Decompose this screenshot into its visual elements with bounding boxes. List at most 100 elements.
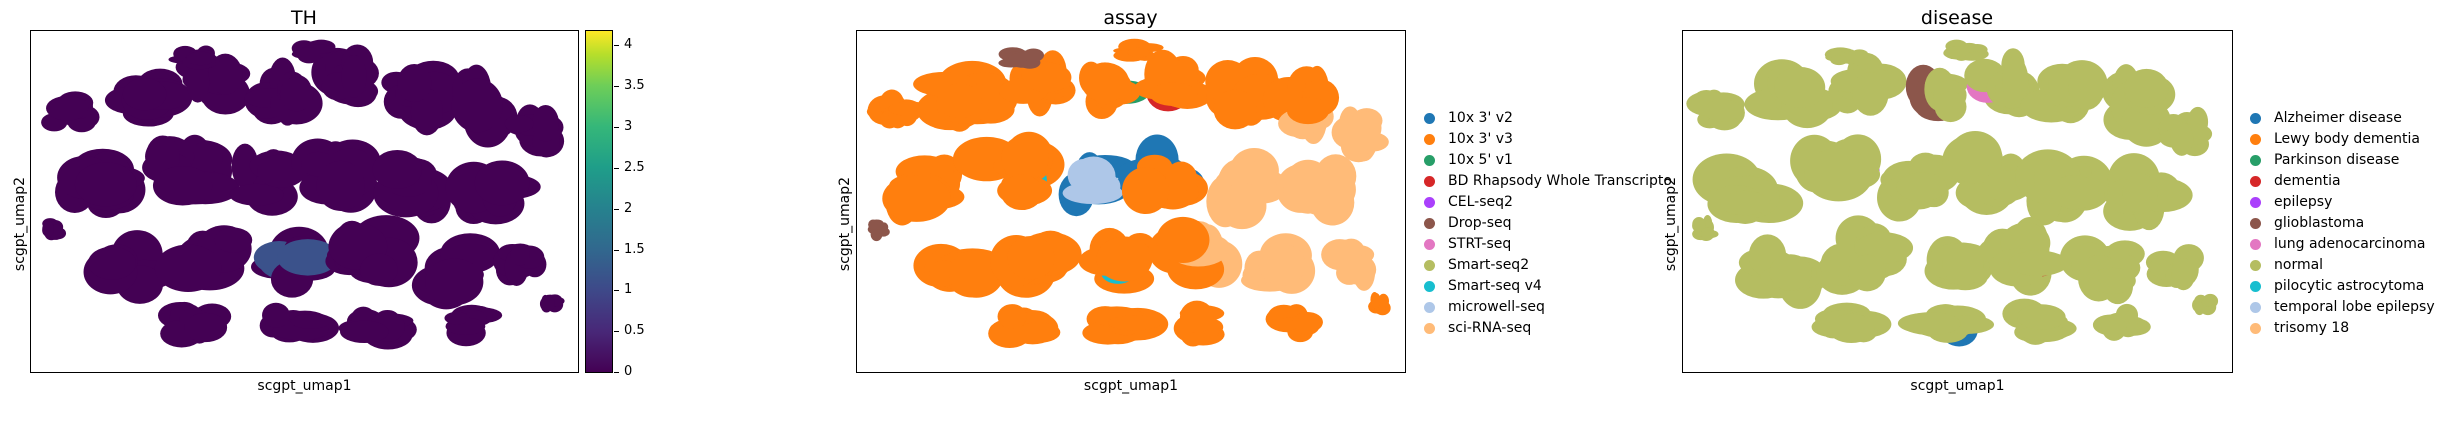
cell-cluster-blob (2017, 304, 2066, 330)
legend-label: lung adenocarcinoma (2274, 236, 2426, 252)
legend-label: temporal lobe epilepsy (2274, 299, 2435, 315)
cell-cluster-blob (1852, 72, 1889, 116)
cell-cluster-blob (1258, 243, 1306, 286)
cell-cluster-blob (340, 320, 389, 344)
legend-label: 10x 5' v1 (1448, 152, 1513, 168)
cell-cluster-blob (1965, 51, 1985, 60)
cell-cluster-blob (444, 311, 470, 325)
cell-cluster-blob (1067, 158, 1100, 192)
legend-marker (1424, 302, 1435, 313)
cell-cluster-blob (1286, 97, 1330, 125)
cell-cluster-blob (372, 149, 422, 189)
cell-cluster-blob (451, 78, 503, 133)
scatter-disease (1686, 39, 2219, 347)
legend-marker (1424, 260, 1435, 271)
cell-cluster-blob (1022, 48, 1044, 62)
colorbar-tick-label: 1 (613, 282, 633, 298)
y-axis-label-disease: scgpt_umap2 (1663, 176, 1679, 272)
legend-marker (1424, 155, 1435, 166)
cell-cluster-blob (46, 95, 89, 121)
panel-title-th: TH (291, 7, 317, 29)
cell-cluster-blob (532, 104, 559, 142)
colorbar-tick-label: 0 (613, 364, 633, 379)
cell-cluster-blob (1900, 312, 1961, 336)
cell-cluster-blob (74, 162, 137, 207)
legend-label: STRT-seq (1448, 236, 1512, 252)
legend-label: Smart-seq v4 (1448, 278, 1542, 294)
cell-cluster-blob (1830, 54, 1848, 66)
cell-cluster-blob (122, 78, 167, 111)
legend-marker (2250, 134, 2261, 145)
plot-area-disease (1682, 30, 2233, 373)
cell-cluster-blob (2101, 315, 2127, 341)
legend-marker (1424, 176, 1435, 187)
cell-cluster-blob (1720, 190, 1770, 216)
legend-label: glioblastoma (2274, 215, 2365, 231)
colorbar-ticks: 0 0.5 1 1.5 2 2.5 3 3.5 4 (613, 30, 664, 379)
legend-label: pilocytic astrocytoma (2274, 278, 2425, 294)
legend-label: Parkinson disease (2274, 152, 2400, 168)
cell-cluster-blob (1934, 91, 1967, 123)
cell-cluster-blob (868, 219, 878, 230)
legend-label: Drop-seq (1448, 215, 1512, 231)
y-axis-label-th: scgpt_umap2 (12, 176, 28, 272)
legend-marker (2250, 176, 2261, 187)
colorbar-tick-label: 4 (613, 37, 633, 53)
cell-cluster-blob (2170, 122, 2194, 156)
scatter-th (41, 39, 565, 350)
cell-cluster-blob (1165, 161, 1197, 192)
legend-marker (1424, 134, 1435, 145)
cell-cluster-blob (1804, 147, 1873, 202)
cell-cluster-blob (1896, 172, 1947, 202)
cell-cluster-blob (2171, 258, 2196, 291)
cell-cluster-blob (1121, 167, 1170, 215)
colorbar (585, 30, 613, 373)
legend-label: 10x 3' v2 (1448, 110, 1513, 126)
cell-cluster-blob (1692, 217, 1706, 232)
cell-cluster-blob (1179, 300, 1214, 334)
cell-cluster-blob (279, 76, 314, 112)
legend-marker (2250, 155, 2261, 166)
cell-cluster-blob (359, 253, 398, 286)
x-axis-label-disease: scgpt_umap1 (1910, 378, 2005, 394)
cell-cluster-blob (1017, 322, 1061, 343)
x-axis-label-assay: scgpt_umap1 (1083, 378, 1179, 394)
legend-label: Alzheimer disease (2274, 110, 2402, 126)
cell-cluster-blob (2201, 298, 2214, 307)
cell-cluster-blob (316, 160, 365, 211)
cell-cluster-blob (1701, 227, 1715, 240)
cell-cluster-blob (1703, 99, 1743, 122)
colorbar-tick-label: 2.5 (614, 159, 645, 175)
cell-cluster-blob (1315, 154, 1357, 198)
cell-cluster-blob (936, 83, 983, 119)
legend-marker (1424, 113, 1435, 124)
cell-cluster-blob (510, 244, 530, 266)
cell-cluster-blob (290, 313, 331, 329)
cell-cluster-blob (1349, 127, 1378, 154)
legend-label: sci-RNA-seq (1448, 320, 1532, 336)
colorbar-tick-label: 0.5 (614, 323, 645, 339)
legend-marker (1424, 281, 1435, 292)
cell-cluster-blob (504, 115, 534, 133)
cell-cluster-blob (2122, 173, 2158, 214)
colorbar-tick-label: 3 (613, 119, 633, 134)
cell-cluster-blob (2002, 56, 2029, 105)
cell-cluster-blob (1353, 254, 1376, 291)
legend-marker (2250, 281, 2261, 292)
cell-cluster-blob (214, 227, 253, 253)
plot-area-th (30, 30, 579, 373)
legend-label: epilepsy (2274, 194, 2333, 210)
cell-cluster-blob (1942, 242, 1984, 286)
cell-cluster-blob (2068, 65, 2105, 110)
legend-label: microwell-seq (1448, 299, 1545, 315)
cell-cluster-blob (2124, 68, 2169, 108)
cell-cluster-blob (539, 296, 555, 312)
legend-label: BD Rhapsody Whole Transcripto (1448, 173, 1672, 189)
cell-cluster-blob (1096, 236, 1153, 282)
cell-cluster-blob (1769, 254, 1812, 291)
cell-cluster-blob (152, 166, 213, 206)
colorbar-tick-label: 3.5 (614, 78, 645, 94)
cell-cluster-blob (474, 160, 530, 206)
cell-cluster-blob (1217, 182, 1267, 230)
cell-cluster-blob (1213, 89, 1257, 130)
